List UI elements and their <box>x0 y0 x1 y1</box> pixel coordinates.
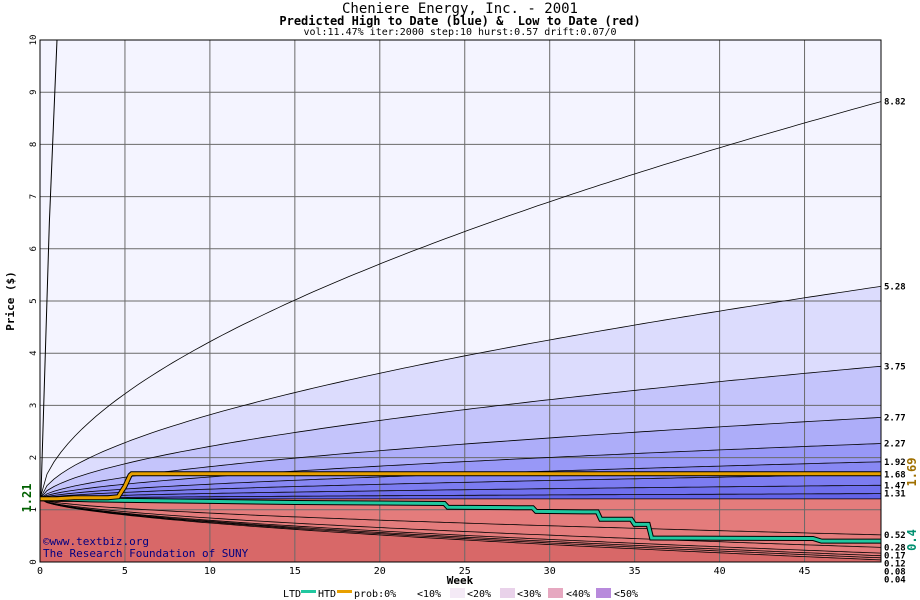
legend-swatch-10 <box>450 588 465 598</box>
start-price-label: 1.21 <box>20 484 34 513</box>
legend-ltd-label: LTD <box>283 589 301 600</box>
x-tick-label: 5 <box>122 566 128 577</box>
y-tick-label: 0 <box>29 559 39 564</box>
legend-swatch-30 <box>548 588 563 598</box>
y-tick-label: 5 <box>29 298 39 303</box>
legend-ltd-swatch <box>301 590 316 593</box>
high-band-1.31 <box>40 493 881 499</box>
high-quantile-line-2.27 <box>40 443 881 500</box>
quantile-label-0.12: 0.12 <box>884 559 906 569</box>
low-band-tail <box>40 498 881 562</box>
quantile-label-5.28: 5.28 <box>884 282 906 292</box>
quantile-label-2.77: 2.77 <box>884 413 906 423</box>
low-quantile-line-0.08 <box>40 498 881 559</box>
chart-title: Cheniere Energy, Inc. - 2001 <box>341 1 578 17</box>
y-tick-label: 10 <box>29 35 39 46</box>
high-quantile-line-3.75 <box>40 365 881 500</box>
high-quantile-line-2.77 <box>40 417 881 500</box>
legend-swatch-0 <box>398 588 413 598</box>
y-tick-label: 1 <box>29 507 39 512</box>
watermark-line-2: The Research Foundation of SUNY <box>43 547 249 560</box>
x-tick-label: 45 <box>799 566 811 577</box>
quantile-end-labels: 8.82 5.28 3.75 2.77 2.27 1.92 1.681.471.31 0.52… <box>884 98 906 586</box>
simulation-parameters: vol:11.47% iter:2000 step:10 hurst:0.57 … <box>303 27 617 38</box>
x-tick-label: 40 <box>714 566 726 577</box>
high-extreme-line <box>40 40 58 499</box>
quantile-label-3.75: 3.75 <box>884 362 906 372</box>
htd-line <box>40 472 881 501</box>
y-tick-label: 6 <box>29 246 39 251</box>
y-axis-label: Price ($) <box>4 271 17 331</box>
x-tick-label: 20 <box>374 566 386 577</box>
quantile-label-2.27: 2.27 <box>884 440 906 450</box>
quantile-label-1.31: 1.31 <box>884 490 906 500</box>
x-tick-label: 0 <box>37 566 43 577</box>
x-axis-label: Week <box>447 574 474 587</box>
high-quantile-line-5.28 <box>40 286 881 499</box>
legend-bin-20: <20% <box>467 589 491 600</box>
low-quantile-line-0.28 <box>40 498 881 548</box>
legend-bin-50: <50% <box>614 589 638 600</box>
plot-frame <box>39 39 882 563</box>
high-quantile-line-1.47 <box>40 484 881 500</box>
ltd-end-label: 0.4 <box>905 529 919 551</box>
x-tick-label: 30 <box>544 566 556 577</box>
x-tick-label: 25 <box>459 566 471 577</box>
y-tick-label: 8 <box>29 142 39 147</box>
legend-bin-10: <10% <box>417 589 441 600</box>
high-to-date-probability-bands <box>40 101 881 499</box>
quantile-label-0.04: 0.04 <box>884 575 906 585</box>
chart-subtitle: Predicted High to Date (blue) & Low to D… <box>279 14 641 28</box>
x-axis-ticks: 0 5 10 15 20 25 30 35 40 45 <box>37 566 811 577</box>
legend-swatch-20 <box>500 588 515 598</box>
quantile-label-1.47: 1.47 <box>884 481 906 491</box>
legend-bin-40: <40% <box>566 589 590 600</box>
legend-bin-30: <30% <box>517 589 541 600</box>
high-quantile-line-1.31 <box>40 493 881 500</box>
low-quantile-line-0.04 <box>40 498 881 561</box>
legend-htd-swatch <box>337 590 352 593</box>
y-axis-ticks: 0 1 2 3 4 5 6 7 8 9 10 <box>29 35 39 565</box>
legend: LTD HTD prob:0% <10% <20% <30% <40% <50% <box>283 588 638 600</box>
low-quantile-line-0.12 <box>40 498 881 557</box>
legend-htd-label: HTD <box>318 589 336 600</box>
quantile-label-1.92: 1.92 <box>884 458 906 468</box>
y-tick-label: 3 <box>29 403 39 408</box>
quantile-label-0.52: 0.52 <box>884 531 906 541</box>
x-tick-label: 35 <box>629 566 641 577</box>
ltd-line <box>40 497 881 543</box>
quantile-label-0.08: 0.08 <box>884 567 906 577</box>
quantile-lines <box>40 40 881 561</box>
x-tick-label: 10 <box>204 566 216 577</box>
legend-prob-label: prob:0% <box>354 589 396 600</box>
low-quantile-line-0.52 <box>40 498 881 536</box>
y-tick-label: 7 <box>29 194 39 199</box>
high-quantile-line-8.82 <box>40 101 881 499</box>
high-quantile-line-1.68 <box>40 473 881 500</box>
y-tick-label: 2 <box>29 455 39 460</box>
quantile-label-8.82: 8.82 <box>884 98 906 108</box>
legend-swatch-40 <box>596 588 611 598</box>
quantile-label-1.68: 1.68 <box>884 470 906 480</box>
actual-price-lines <box>40 471 881 544</box>
quantile-label-0.28: 0.28 <box>884 543 906 553</box>
quantile-label-0.17: 0.17 <box>884 551 906 561</box>
y-tick-label: 9 <box>29 89 39 94</box>
x-tick-label: 15 <box>289 566 301 577</box>
low-quantile-line-0.17 <box>40 498 881 554</box>
htd-end-label: 1.69 <box>905 458 919 487</box>
y-tick-label: 4 <box>29 350 39 355</box>
watermark-line-1: ©www.textbiz.org <box>43 535 149 548</box>
